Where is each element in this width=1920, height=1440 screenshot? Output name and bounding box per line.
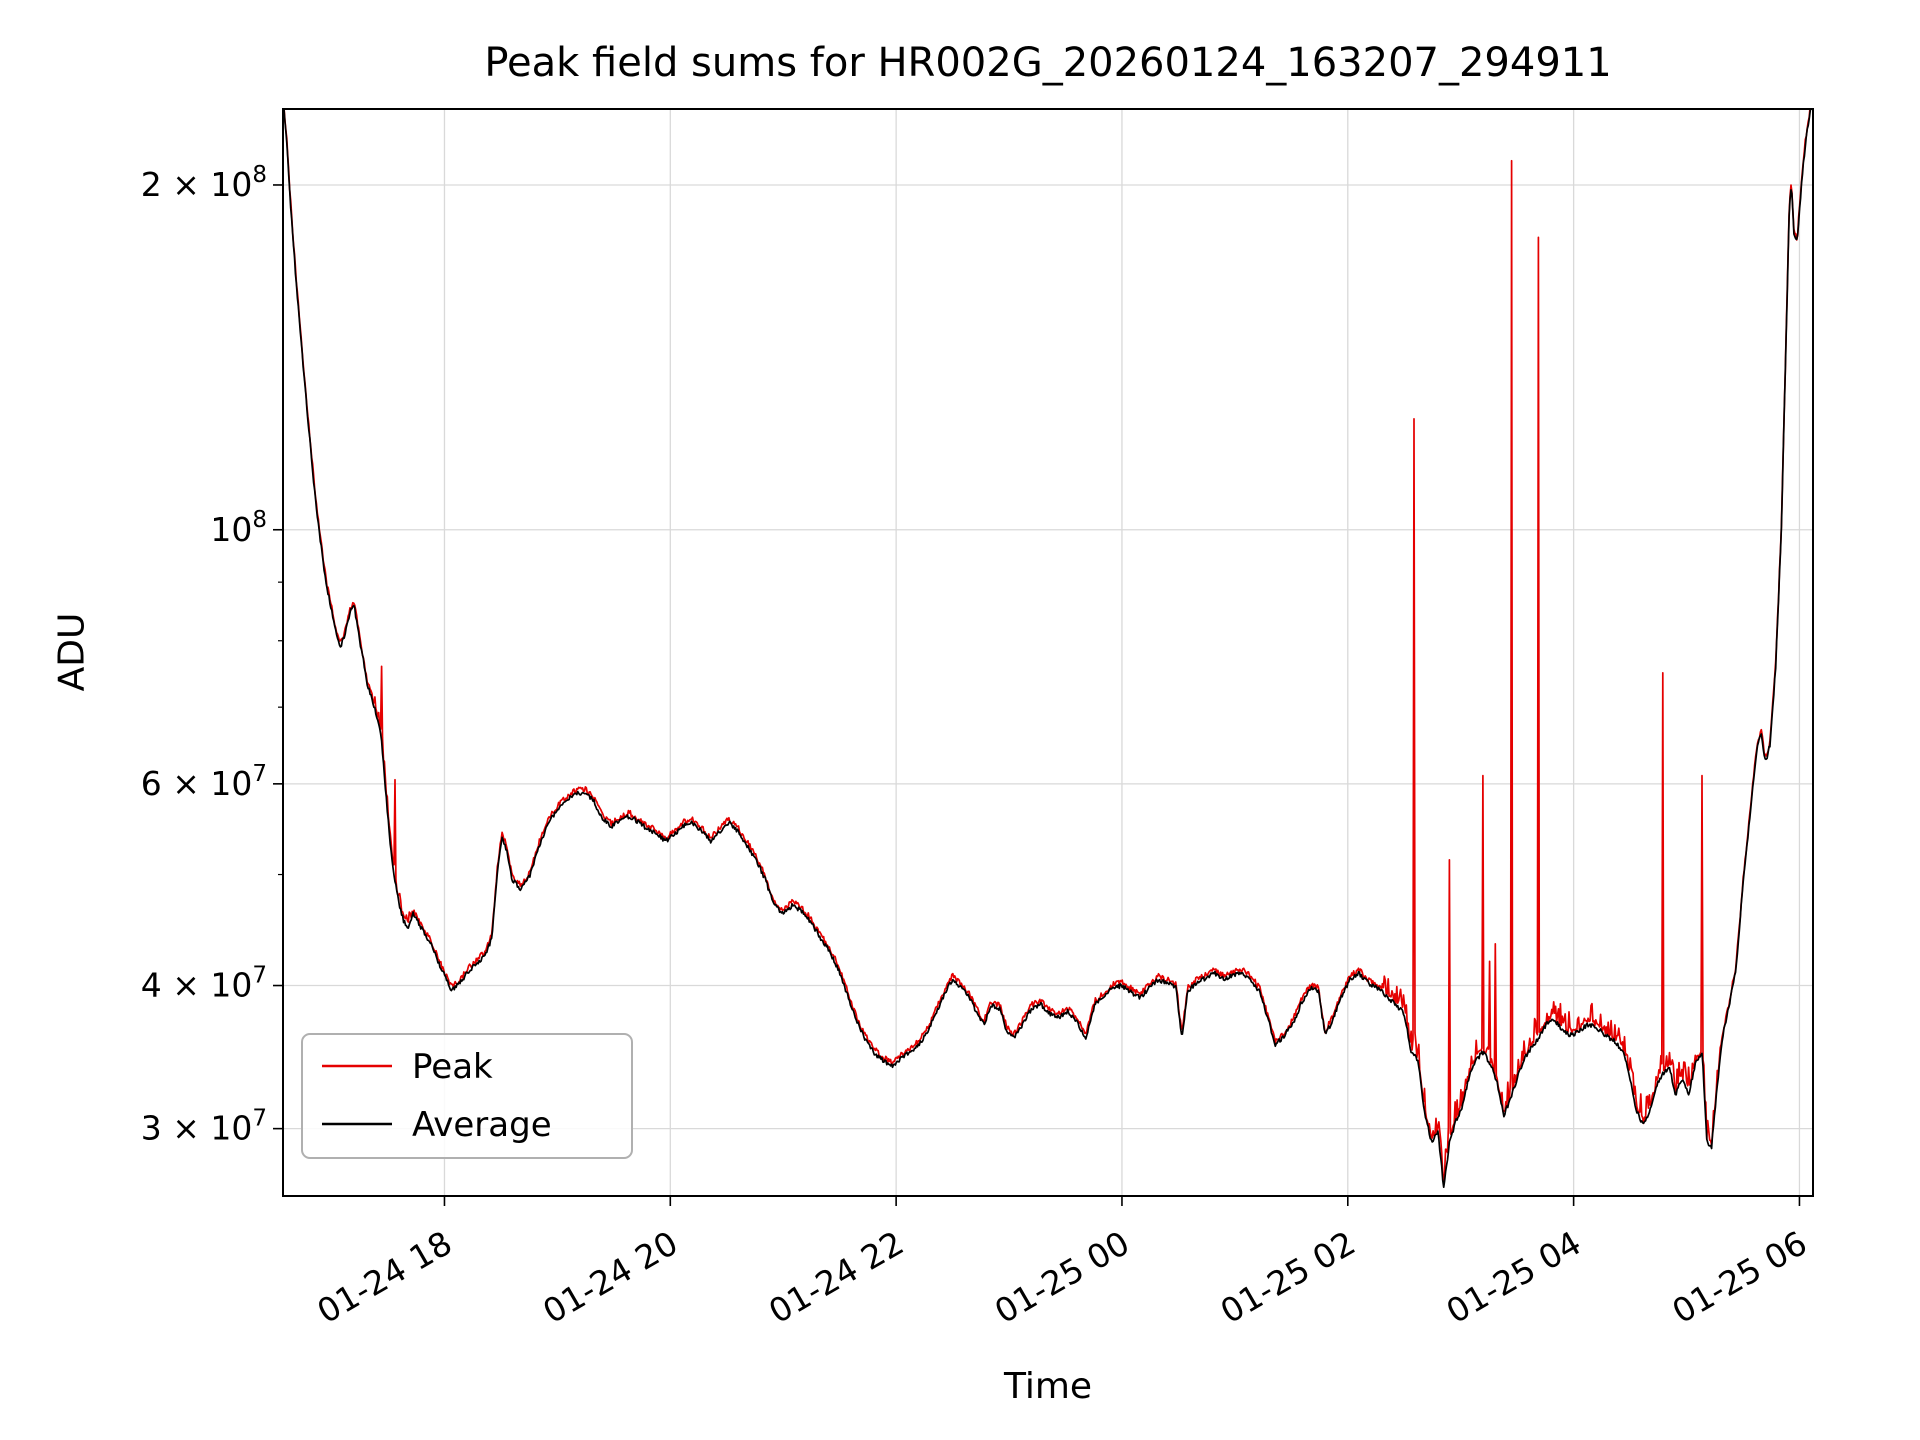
x-tick-label: 01-24 22 (762, 1223, 910, 1331)
x-tick-label: 01-24 18 (310, 1223, 458, 1331)
legend-label-peak: Peak (412, 1047, 493, 1087)
x-tick-label: 01-25 04 (1440, 1223, 1588, 1331)
chart-title: Peak field sums for HR002G_20260124_1632… (484, 40, 1612, 86)
y-axis-label: ADU (51, 612, 93, 692)
axes-spines (282, 108, 1814, 1197)
legend-label-average: Average (412, 1105, 552, 1145)
x-axis-label: Time (1003, 1366, 1093, 1407)
y-tick-label: 4 × 107 (141, 963, 267, 1005)
legend: Peak Average (301, 1033, 633, 1159)
grid (283, 109, 1813, 1196)
peak-line (283, 109, 1811, 1185)
x-tick-label: 01-25 06 (1665, 1223, 1813, 1331)
y-tick-label: 6 × 107 (141, 761, 267, 803)
ticks (273, 184, 1801, 1206)
y-tick-label: 3 × 107 (141, 1106, 267, 1148)
average-line (283, 109, 1812, 1189)
y-tick-label: 108 (210, 507, 267, 549)
x-tick-label: 01-24 20 (536, 1223, 684, 1331)
series-lines (283, 109, 1812, 1189)
x-tick-label: 01-25 02 (1214, 1223, 1362, 1331)
y-tick-label: 2 × 108 (141, 162, 267, 204)
x-tick-label: 01-25 00 (988, 1223, 1136, 1331)
